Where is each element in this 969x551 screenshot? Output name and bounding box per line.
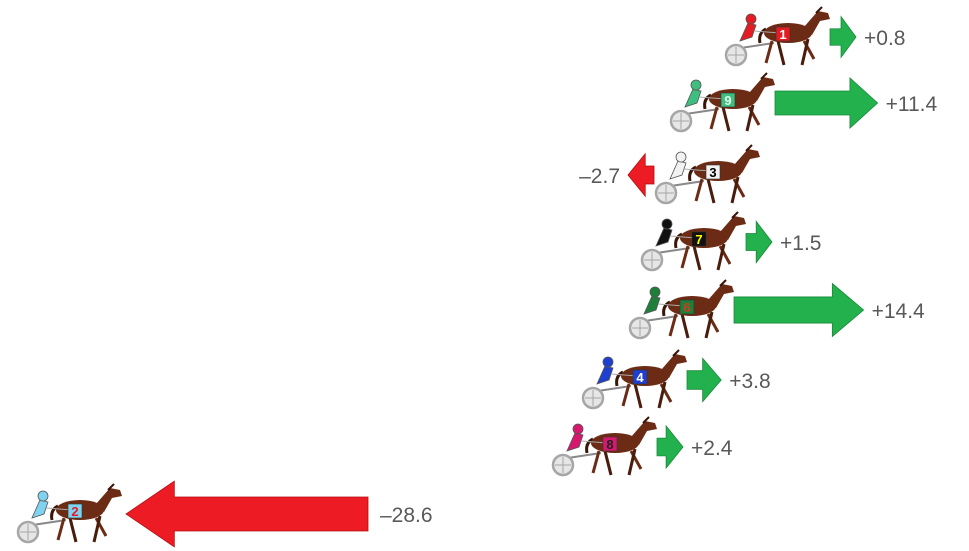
horse-number: 7 xyxy=(695,232,702,247)
down-arrow xyxy=(125,480,369,548)
up-arrow xyxy=(745,220,773,264)
horse-number: 9 xyxy=(724,93,731,108)
up-arrow xyxy=(686,357,722,403)
horse-number: 2 xyxy=(71,504,78,519)
saddle-cloth xyxy=(691,231,707,247)
saddle-cloth xyxy=(679,299,695,315)
saddle-cloth xyxy=(720,92,736,108)
horse-icon: 9 xyxy=(669,71,777,133)
change-label: +3.8 xyxy=(729,370,770,393)
change-label: +0.8 xyxy=(864,27,905,50)
horse-icon: 2 xyxy=(16,482,124,544)
horse-number: 4 xyxy=(636,370,644,385)
driver-icon xyxy=(643,286,685,315)
horse-icon: 8 xyxy=(551,415,659,477)
horse-number: 8 xyxy=(606,437,613,452)
change-label: +14.4 xyxy=(872,300,925,323)
horse-row-8: 8 +2.4 xyxy=(551,415,733,477)
down-arrow xyxy=(627,152,655,198)
saddle-cloth xyxy=(775,26,791,42)
change-label: –28.6 xyxy=(380,504,433,527)
up-arrow xyxy=(733,282,865,338)
horse-row-2: 2 –28.6 xyxy=(16,480,433,548)
horse-icon: 7 xyxy=(640,210,748,272)
horse-row-7: 7 +1.5 xyxy=(640,210,821,272)
change-label: +1.5 xyxy=(780,232,821,255)
saddle-cloth xyxy=(67,503,83,519)
horse-row-9: 9 +11.4 xyxy=(669,71,938,133)
horse-icon: 4 xyxy=(581,348,689,410)
up-arrow xyxy=(829,15,857,59)
up-arrow xyxy=(774,76,879,130)
saddle-cloth xyxy=(632,369,648,385)
horse-icon: 6 xyxy=(628,278,736,340)
driver-icon xyxy=(684,79,726,108)
driver-icon xyxy=(566,423,608,452)
driver-icon xyxy=(739,13,781,42)
driver-icon xyxy=(596,356,638,385)
horse-row-1: 1 +0.8 xyxy=(724,5,905,67)
driver-icon xyxy=(655,218,697,247)
driver-icon xyxy=(669,151,711,180)
driver-icon xyxy=(31,490,73,519)
saddle-cloth xyxy=(705,164,721,180)
change-label: +2.4 xyxy=(691,437,733,460)
horse-number: 3 xyxy=(709,165,716,180)
change-label: –2.7 xyxy=(579,165,620,188)
horse-number: 6 xyxy=(683,300,690,315)
horse-rows: 1 +0.8 9 +11.4 3 –2.7 7 +1.5 6 +14.4 4 +3.8 8 +2.4 2 –2… xyxy=(16,5,938,548)
saddle-cloth xyxy=(602,436,618,452)
change-label: +11.4 xyxy=(886,93,938,116)
horse-row-4: 4 +3.8 xyxy=(581,348,771,410)
horse-icon: 3 xyxy=(654,143,762,205)
horse-number: 1 xyxy=(779,27,786,42)
horse-row-3: 3 –2.7 xyxy=(579,143,762,205)
horse-icon: 1 xyxy=(724,5,832,67)
up-arrow xyxy=(656,424,684,470)
horse-row-6: 6 +14.4 xyxy=(628,278,925,340)
